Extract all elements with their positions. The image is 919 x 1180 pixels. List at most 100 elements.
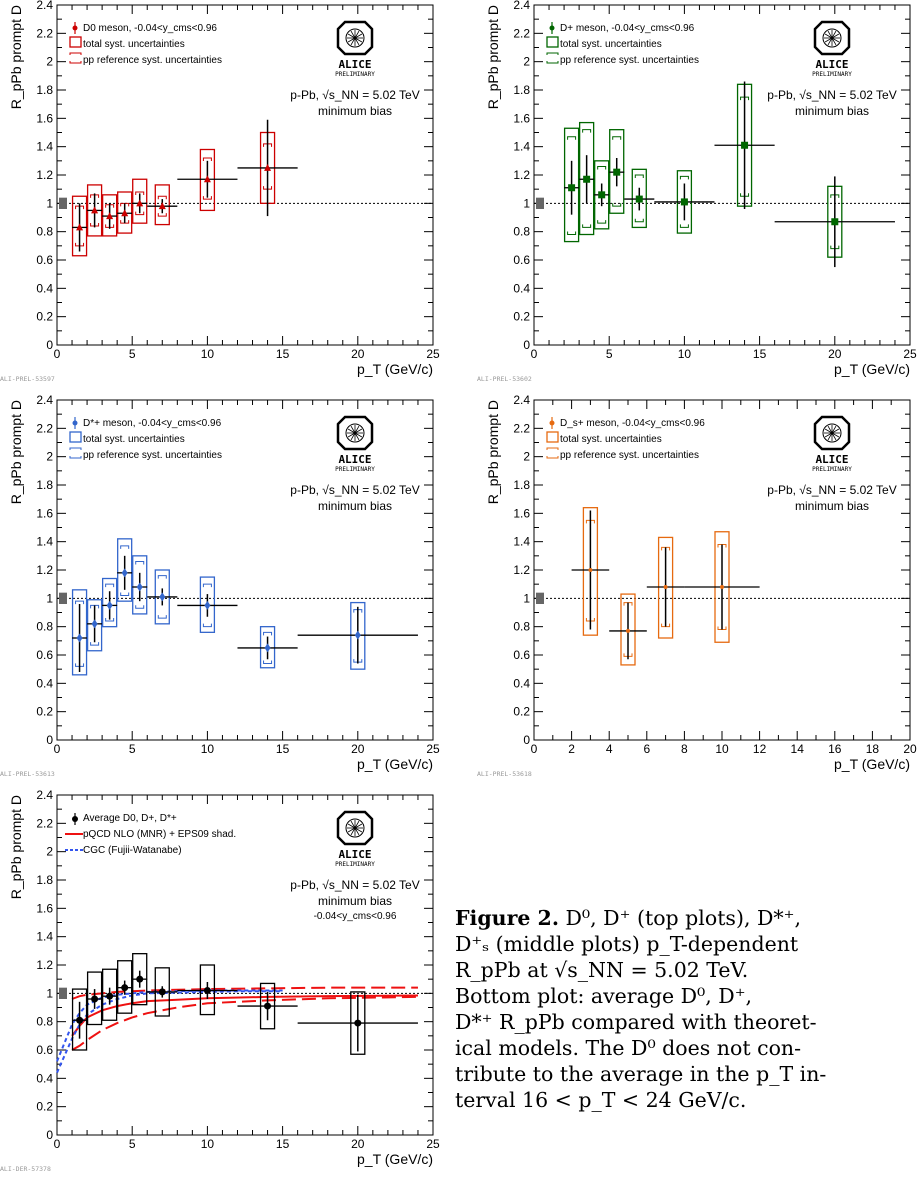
y-tick-label: 1.4: [513, 140, 530, 154]
data-point: [563, 127, 580, 243]
y-tick-label: 1.8: [36, 83, 53, 97]
y-tick-label: 1.2: [513, 168, 530, 182]
y-tick-label: 1.6: [513, 506, 530, 520]
marker-circle: [354, 1019, 362, 1027]
alice-label: ALICE: [338, 453, 371, 466]
caption-line-8: terval 16 < p_T < 24 GeV/c.: [455, 1088, 747, 1112]
alice-logo-ray: [831, 33, 840, 39]
y-axis-label: R_pPb prompt D: [485, 5, 501, 109]
pp-ref-bracket: [157, 213, 167, 217]
alice-logo-ray: [354, 33, 363, 39]
centrality-label: minimum bias: [795, 104, 869, 118]
data-point: [101, 577, 118, 628]
data-point: [86, 184, 103, 237]
data-point: [578, 121, 595, 236]
data-point: [646, 536, 685, 639]
alice-logo-icon: [336, 810, 374, 846]
alice-logo-icon: [336, 20, 374, 56]
marker-square: [583, 175, 591, 183]
y-tick-label: 0.4: [36, 1071, 53, 1085]
x-tick-label: 4: [606, 742, 613, 756]
marker-circle: [264, 1002, 272, 1010]
pp-ref-bracket: [679, 175, 689, 180]
pp-ref-bracket: [135, 211, 145, 216]
marker-circle: [76, 1016, 84, 1024]
y-tick-label: 1.2: [36, 563, 53, 577]
pp-ref-bracket: [582, 224, 592, 228]
data-point: [571, 507, 610, 636]
legend-label: D+ meson, -0.04<y_cms<0.96: [560, 23, 695, 34]
marker-square: [635, 195, 643, 203]
caption-line-2: D⁺ₛ (middle plots) p_T-dependent: [455, 932, 799, 956]
alice-logo-ray: [354, 428, 363, 434]
syst-box: [132, 555, 148, 615]
legend-marker: [72, 816, 78, 822]
syst-box: [71, 589, 88, 676]
x-tick-label: 20: [903, 742, 917, 756]
data-point: [117, 191, 133, 234]
y-tick-label: 0.6: [36, 1043, 53, 1057]
pp-ref-bracket: [120, 545, 130, 549]
x-tick-label: 16: [828, 742, 842, 756]
data-point: [147, 184, 178, 226]
data-point: [117, 538, 133, 602]
legend-marker: [72, 420, 78, 426]
normalization-box: [536, 197, 544, 209]
data-point: [147, 967, 178, 1017]
syst-box: [199, 964, 216, 1016]
marker-square: [741, 141, 749, 149]
alice-logo-ray: [354, 820, 360, 829]
pp-ref-bracket: [202, 583, 212, 588]
data-point: [71, 195, 88, 257]
x-axis-label: p_T (GeV/c): [357, 756, 433, 772]
alice-logo-ray: [350, 432, 356, 441]
marker-cross: [588, 568, 593, 572]
legend-label: total syst. uncertainties: [83, 434, 185, 445]
alice-label: ALICE: [338, 848, 371, 861]
x-tick-label: 5: [606, 347, 613, 361]
legend-pp-bracket: [69, 456, 82, 459]
syst-box: [199, 576, 216, 633]
y-tick-label: 2.2: [513, 421, 530, 435]
marker-triangle: [136, 199, 144, 207]
pp-ref-bracket: [263, 660, 273, 664]
y-tick-label: 2.4: [513, 0, 530, 12]
y-tick-label: 2: [46, 845, 53, 859]
y-tick-label: 0: [523, 338, 530, 352]
data-point: [609, 129, 625, 214]
marker-triangle: [158, 202, 166, 210]
syst-box: [101, 194, 118, 237]
x-tick-label: 25: [426, 347, 440, 361]
marker-diamond: [106, 600, 113, 610]
y-tick-label: 1: [46, 196, 53, 210]
x-tick-label: 25: [426, 1137, 440, 1151]
pp-ref-bracket: [202, 157, 212, 161]
marker-square: [680, 198, 688, 206]
pp-ref-bracket: [263, 631, 273, 636]
marker-cross: [720, 585, 724, 589]
x-tick-label: 20: [351, 742, 365, 756]
x-tick-label: 0: [54, 347, 61, 361]
caption-line-7: tribute to the average in the p_T in-: [455, 1062, 827, 1086]
alice-logo-ray: [827, 432, 833, 441]
alice-logo-ray: [831, 432, 840, 438]
legend-syst-box: [546, 36, 559, 48]
y-tick-label: 1.8: [513, 83, 530, 97]
syst-box: [86, 971, 103, 1026]
y-tick-label: 1.8: [36, 873, 53, 887]
marker-square: [831, 218, 839, 226]
marker-circle: [106, 992, 114, 1000]
legend-label: pp reference syst. uncertainties: [83, 450, 222, 461]
alice-logo-ray: [831, 428, 840, 434]
y-tick-label: 1.2: [36, 168, 53, 182]
x-tick-label: 10: [678, 347, 692, 361]
y-tick-label: 2.4: [36, 0, 53, 12]
x-tick-label: 5: [129, 347, 136, 361]
x-tick-label: 5: [129, 1137, 136, 1151]
syst-box: [199, 148, 216, 212]
legend-syst-box: [69, 431, 82, 443]
data-point: [609, 593, 647, 666]
marker-diamond: [159, 592, 166, 602]
preliminary-tag: ALI-PREL-53618: [477, 770, 532, 778]
alice-logo-ray: [827, 37, 833, 46]
